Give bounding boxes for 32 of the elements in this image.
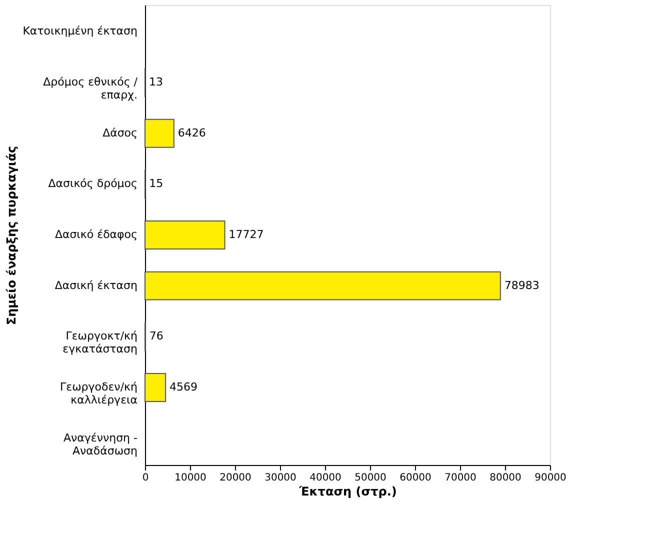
- data-label: 4569: [170, 380, 198, 394]
- y-tick-label: Αναγέννηση - Αναδάσωση: [63, 431, 138, 458]
- bar: [144, 271, 501, 300]
- data-label: 76: [149, 330, 164, 343]
- x-tick-label: 0: [142, 472, 149, 484]
- data-label: 13: [149, 76, 164, 89]
- x-axis-title: Έκταση (στρ.): [298, 484, 397, 498]
- x-tick-label: 20000: [220, 472, 252, 484]
- x-tick-label: 40000: [310, 472, 342, 484]
- data-label: 17727: [228, 228, 264, 241]
- bar: [144, 220, 226, 250]
- data-label: 78983: [504, 278, 540, 292]
- bar: [144, 373, 166, 402]
- data-label: 6426: [178, 126, 206, 140]
- x-tick-label: 70000: [444, 472, 476, 484]
- x-tick-label: 30000: [264, 472, 296, 484]
- y-tick-label: Γεωργοδεν/κή καλλιέργεια: [60, 380, 138, 406]
- y-tick-label: Κατοικημένη έκταση: [22, 24, 138, 38]
- y-tick-label: Δασική έκταση: [54, 278, 138, 292]
- y-axis-title: Σημείο έναρξης πυρκαγιάς: [4, 146, 19, 326]
- y-tick-label: Δάσος: [102, 126, 138, 140]
- x-tick-label: 90000: [534, 472, 566, 484]
- x-tick-label: 60000: [400, 472, 432, 484]
- x-tick-label: 50000: [354, 472, 386, 484]
- y-tick-label: Δρόμος εθνικός / επαρχ.: [43, 76, 138, 102]
- data-label: 15: [149, 177, 164, 190]
- y-tick-label: Δασικό έδαφος: [54, 228, 138, 241]
- x-tick-label: 80000: [490, 472, 522, 484]
- x-tick-label: 10000: [174, 472, 206, 484]
- y-tick-label: Γεωργοκτ/κή εγκατάσταση: [62, 330, 138, 356]
- bar: [144, 118, 174, 148]
- y-tick-label: Δασικός δρόμος: [48, 177, 138, 190]
